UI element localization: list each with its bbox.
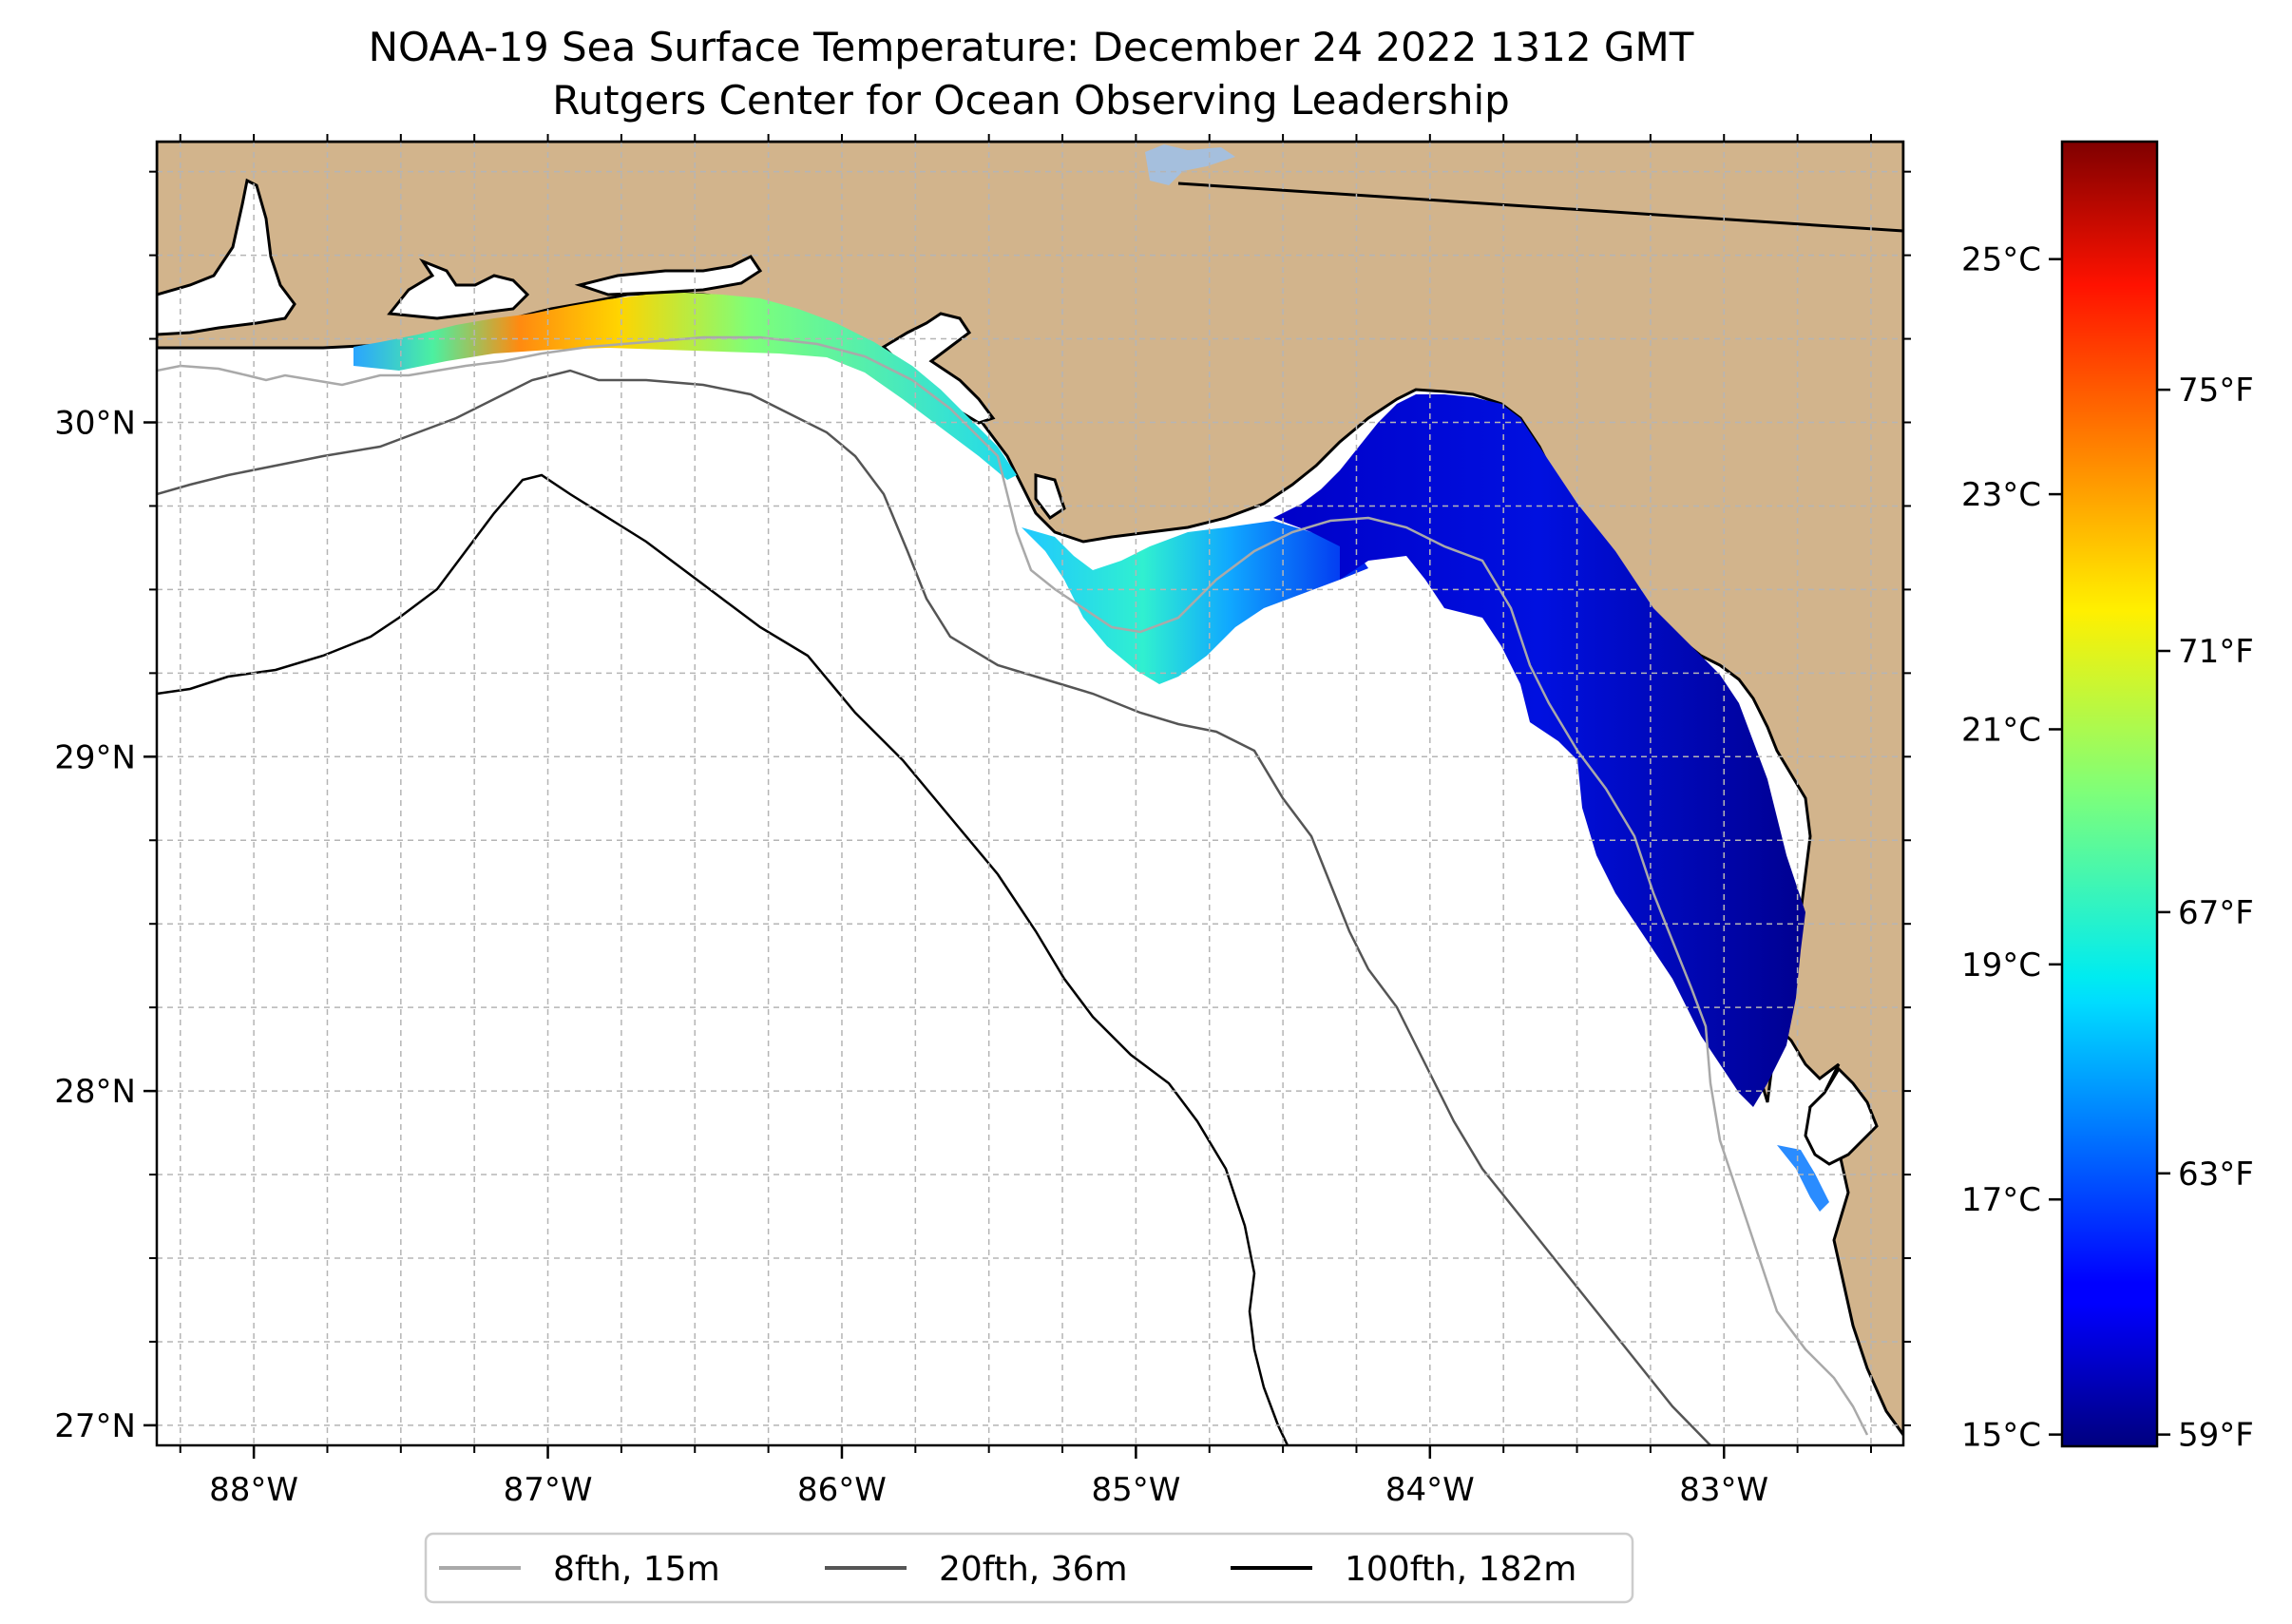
lon-tick-label: 88°W [209,1471,298,1509]
lon-tick-label: 86°W [797,1471,887,1509]
colorbar-frame [2060,140,2159,1448]
apalachicola-bay [1034,473,1066,521]
isobath-legend: 8fth, 15m 20fth, 36m 100fth, 182m [424,1532,1634,1604]
map-axes: 88°W 87°W 86°W 85°W 84°W 83°W 30°N 29°N 28°N 27°… [54,134,1911,1509]
colorbar-fahrenheit-ticks: 59°F 63°F 67°F 71°F 75°F [2157,372,2254,1455]
lat-tick-label: 29°N [54,738,136,776]
lon-tick-label: 87°W [504,1471,593,1509]
legend-box [424,1532,1634,1604]
legend-label: 100fth, 182m [1345,1550,1576,1589]
tampa-bay [1804,1066,1879,1166]
isobath-8fth [157,335,1869,1436]
legend-item: 20fth, 36m [825,1550,1128,1589]
state-border [1177,182,1903,233]
inland-lake [1145,144,1235,185]
title-line-2: Rutgers Center for Ocean Observing Leade… [552,77,1510,124]
fahrenheit-tick-label: 59°F [2178,1417,2254,1455]
lon-tick-label: 85°W [1091,1471,1180,1509]
colorbar: 15°C 17°C 19°C 21°C 23°C 25°C 59°F 63°F 67°F 71°… [1961,140,2254,1455]
lat-tick-label: 28°N [54,1073,136,1111]
colorbar-gradient [2062,142,2157,1446]
legend-item: 100fth, 182m [1231,1550,1576,1589]
lon-tick-label: 83°W [1679,1471,1768,1509]
legend-item: 8fth, 15m [439,1550,720,1589]
legend-label: 8fth, 15m [553,1550,720,1589]
colorbar-celsius-ticks: 15°C 17°C 19°C 21°C 23°C 25°C [1961,241,2062,1455]
fahrenheit-tick-label: 71°F [2178,633,2254,671]
map-gridlines [149,134,1911,1453]
pensacola-bay [387,258,530,320]
mobile-bay [157,178,296,336]
sst-tampa [1777,1145,1829,1212]
celsius-tick-label: 21°C [1961,711,2041,749]
celsius-tick-label: 15°C [1961,1417,2041,1455]
choctawhatchee-bay [574,255,763,296]
axes-frame [155,140,1905,1447]
lat-tick-label: 30°N [54,405,136,443]
isobath-100fth [157,473,1289,1445]
lon-tick-label: 84°W [1385,1471,1475,1509]
fahrenheit-tick-label: 63°F [2178,1156,2254,1194]
latitude-ticks: 30°N 29°N 28°N 27°N [54,405,157,1445]
celsius-tick-label: 17°C [1961,1181,2041,1219]
isobath-20fth [157,369,1711,1445]
sst-big-bend-east [1273,394,1805,1107]
title-line-1: NOAA-19 Sea Surface Temperature: Decembe… [369,24,1694,70]
celsius-tick-label: 19°C [1961,946,2041,984]
fahrenheit-tick-label: 75°F [2178,372,2254,410]
fahrenheit-tick-label: 67°F [2178,894,2254,932]
legend-label: 20fth, 36m [939,1550,1128,1589]
lat-tick-label: 27°N [54,1407,136,1445]
celsius-tick-label: 25°C [1961,241,2041,279]
celsius-tick-label: 23°C [1961,476,2041,514]
longitude-ticks: 88°W 87°W 86°W 85°W 84°W 83°W [209,1445,1768,1509]
